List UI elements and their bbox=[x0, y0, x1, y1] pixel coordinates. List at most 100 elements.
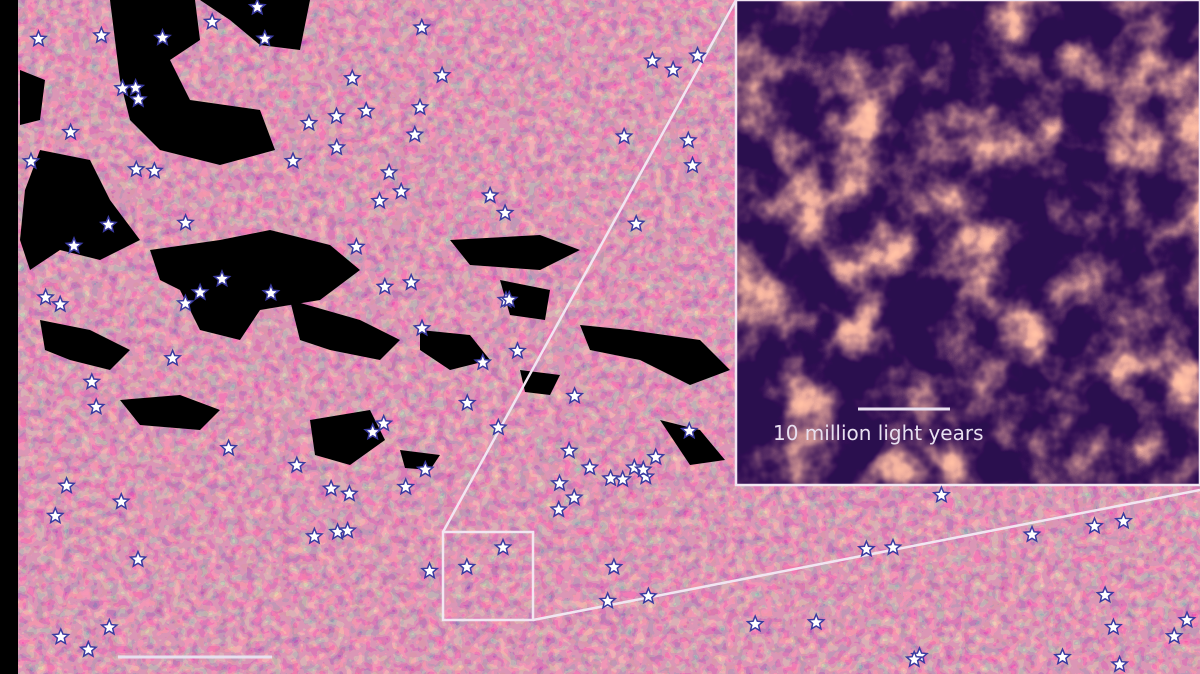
galaxy-marker bbox=[420, 561, 440, 580]
galaxy-marker bbox=[626, 213, 646, 232]
inset-frame bbox=[734, 0, 1200, 487]
galaxy-marker bbox=[412, 318, 432, 337]
galaxy-marker bbox=[550, 473, 570, 492]
inset-filaments bbox=[736, 0, 1200, 485]
galaxy-marker bbox=[339, 483, 359, 502]
galaxy-marker bbox=[98, 214, 118, 233]
galaxy-marker bbox=[904, 649, 924, 668]
inset: 10 million light years bbox=[734, 0, 1200, 487]
galaxy-marker bbox=[202, 12, 222, 31]
galaxy-marker bbox=[1022, 524, 1042, 543]
galaxy-marker bbox=[412, 17, 432, 36]
galaxy-marker bbox=[410, 97, 430, 116]
galaxy-marker bbox=[1114, 511, 1133, 530]
galaxy-marker bbox=[321, 478, 341, 497]
galaxy-marker bbox=[559, 440, 579, 459]
galaxy-marker bbox=[163, 348, 183, 367]
left-border bbox=[0, 0, 18, 674]
galaxy-marker bbox=[564, 487, 584, 506]
galaxy-marker bbox=[374, 413, 394, 432]
galaxy-marker bbox=[495, 203, 515, 222]
galaxy-marker bbox=[391, 181, 411, 200]
galaxy-marker bbox=[128, 549, 148, 568]
galaxy-marker bbox=[111, 491, 131, 510]
galaxy-marker bbox=[327, 106, 346, 125]
galaxy-marker bbox=[50, 294, 70, 313]
galaxy-marker bbox=[806, 612, 826, 631]
galaxy-marker bbox=[64, 235, 84, 254]
galaxy-marker bbox=[327, 137, 347, 156]
galaxy-marker bbox=[638, 586, 658, 605]
galaxy-marker bbox=[1053, 647, 1072, 666]
galaxy-marker bbox=[255, 28, 275, 47]
galaxy-marker bbox=[883, 537, 903, 556]
galaxy-marker bbox=[128, 89, 148, 108]
galaxy-marker bbox=[261, 283, 281, 302]
galaxy-marker bbox=[598, 591, 618, 610]
galaxy-marker bbox=[745, 614, 765, 633]
galaxy-marker bbox=[646, 447, 666, 466]
galaxy-marker bbox=[283, 151, 303, 170]
galaxy-marker bbox=[287, 455, 307, 474]
galaxy-marker bbox=[633, 459, 653, 478]
zoom-box bbox=[441, 530, 535, 622]
galaxy-marker bbox=[153, 27, 172, 46]
galaxy-marker bbox=[457, 557, 477, 576]
galaxy-marker bbox=[1110, 654, 1130, 673]
galaxy-marker bbox=[549, 499, 569, 518]
inset-scale-label: 10 million light years bbox=[773, 421, 984, 445]
galaxy-marker bbox=[604, 557, 624, 576]
galaxy-marker bbox=[480, 185, 500, 204]
galaxy-marker bbox=[21, 151, 41, 170]
galaxy-marker bbox=[363, 422, 383, 441]
galaxy-marker bbox=[415, 459, 435, 478]
galaxy-marker bbox=[473, 352, 493, 371]
galaxy-marker bbox=[1164, 626, 1184, 645]
galaxy-marker bbox=[212, 269, 232, 288]
galaxy-marker bbox=[176, 212, 196, 231]
galaxy-marker bbox=[144, 161, 164, 180]
galaxy-marker bbox=[346, 237, 366, 255]
galaxy-marker bbox=[113, 78, 133, 97]
galaxy-marker bbox=[1177, 610, 1197, 629]
voids bbox=[20, 0, 730, 470]
galaxy-marker bbox=[931, 485, 951, 504]
galaxy-marker bbox=[493, 537, 513, 556]
galaxy-marker bbox=[1095, 585, 1115, 604]
galaxy-marker bbox=[856, 539, 876, 558]
galaxy-marker bbox=[375, 276, 395, 295]
galaxy-marker bbox=[624, 457, 644, 476]
galaxy-marker bbox=[457, 393, 477, 412]
galaxy-marker bbox=[247, 0, 267, 16]
galaxy-marker bbox=[219, 438, 239, 457]
galaxy-marker bbox=[338, 520, 358, 539]
galaxy-marker bbox=[370, 191, 390, 210]
galaxy-marker bbox=[379, 162, 399, 181]
galaxy-marker bbox=[405, 124, 425, 143]
galaxy-marker bbox=[45, 506, 65, 525]
galaxy-marker bbox=[565, 386, 585, 405]
galaxy-marker bbox=[663, 59, 683, 78]
galaxy-marker bbox=[614, 126, 634, 145]
zoom-line-top bbox=[441, 0, 738, 533]
galaxy-marker bbox=[91, 25, 111, 44]
galaxy-marker bbox=[1103, 617, 1123, 636]
galaxy-marker bbox=[642, 50, 662, 69]
galaxy-marker bbox=[29, 29, 48, 48]
galaxy-marker bbox=[86, 397, 106, 416]
galaxy-marker bbox=[342, 68, 362, 87]
galaxy-marker bbox=[488, 417, 508, 436]
galaxy-marker bbox=[78, 639, 98, 658]
galaxy-marker bbox=[356, 101, 376, 119]
galaxy-markers bbox=[21, 0, 1197, 673]
galaxy-marker bbox=[126, 159, 146, 178]
galaxy-marker bbox=[99, 617, 119, 636]
galaxy-marker bbox=[396, 477, 416, 496]
galaxy-marker bbox=[304, 526, 324, 545]
galaxy-marker bbox=[190, 282, 210, 301]
galaxy-marker bbox=[1085, 516, 1104, 535]
galaxy-marker bbox=[580, 457, 600, 476]
galaxy-marker bbox=[36, 287, 56, 306]
